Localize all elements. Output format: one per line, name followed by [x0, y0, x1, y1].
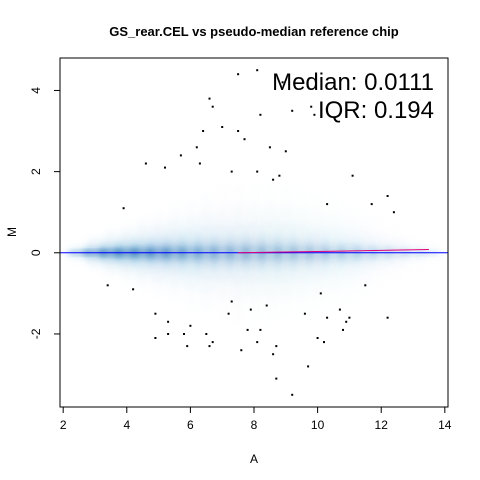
outlier-point [386, 316, 389, 319]
outlier-point [338, 308, 341, 311]
outlier-point [246, 328, 249, 331]
outlier-point [179, 154, 182, 157]
outlier-point [230, 170, 233, 173]
iqr-annotation: IQR: 0.194 [318, 97, 434, 124]
outlier-point [281, 81, 284, 84]
outlier-point [106, 284, 109, 287]
x-tick-label: 10 [311, 418, 325, 432]
y-tick-label: 4 [29, 87, 43, 94]
outlier-point [167, 320, 170, 323]
y-axis: -2 0 2 4 [29, 87, 61, 339]
outlier-point [256, 69, 259, 72]
outlier-point [230, 300, 233, 303]
outlier-point [275, 345, 278, 348]
outlier-point [326, 203, 329, 206]
outlier-point [275, 377, 278, 380]
outlier-point [313, 113, 316, 116]
outlier-point [323, 341, 325, 344]
outlier-point [154, 312, 157, 315]
outlier-point [319, 292, 322, 295]
outlier-point [272, 178, 275, 181]
x-axis: 2 4 6 8 10 12 14 [60, 406, 452, 432]
x-axis-label: A [250, 452, 258, 466]
y-axis-label: M [5, 227, 19, 237]
outlier-point [265, 304, 268, 307]
outlier-point [122, 207, 125, 210]
outlier-point [284, 150, 287, 153]
outlier-point [132, 288, 135, 291]
x-tick-label: 12 [375, 418, 389, 432]
outlier-point [310, 105, 313, 108]
outlier-point [256, 341, 259, 344]
outlier-point [256, 170, 259, 173]
outlier-point [208, 345, 211, 348]
outlier-point [189, 324, 192, 327]
chart-title: GS_rear.CEL vs pseudo-median reference c… [109, 24, 399, 39]
loess-curve [238, 249, 429, 254]
median-annotation: Median: 0.0111 [272, 69, 434, 96]
outlier-point [186, 345, 189, 348]
outlier-point [307, 365, 310, 368]
outlier-point [237, 130, 240, 132]
outlier-point [243, 138, 246, 141]
outlier-point [154, 337, 157, 339]
outlier-point [348, 316, 351, 319]
outlier-point [202, 130, 205, 132]
outlier-point [259, 113, 262, 116]
outlier-point [259, 328, 262, 331]
y-tick-label: 2 [29, 168, 43, 175]
outlier-point [316, 337, 319, 339]
outlier-point [211, 341, 214, 344]
outlier-point [237, 73, 240, 76]
outlier-point [386, 195, 389, 197]
x-tick-label: 2 [60, 418, 67, 432]
outlier-point [351, 174, 354, 177]
outlier-point [303, 312, 306, 315]
y-tick-label: 0 [29, 249, 43, 256]
outlier-point [370, 203, 373, 206]
outlier-point [144, 162, 147, 165]
y-tick-label: -2 [29, 328, 43, 339]
outlier-point [167, 333, 170, 335]
outlier-point [195, 146, 198, 149]
outlier-point [364, 284, 367, 287]
outlier-point [205, 333, 208, 335]
outlier-point [227, 312, 230, 315]
x-tick-label: 14 [438, 418, 452, 432]
outlier-point [326, 316, 329, 319]
outlier-point [249, 308, 252, 311]
outlier-point [183, 333, 185, 335]
outlier-point [272, 353, 275, 356]
outlier-point [278, 174, 281, 177]
outlier-point [342, 328, 344, 331]
outlier-point [164, 166, 166, 169]
outlier-point [240, 349, 243, 352]
outlier-points [106, 69, 395, 396]
outlier-point [211, 105, 214, 108]
outlier-point [198, 162, 201, 165]
x-tick-label: 6 [187, 418, 194, 432]
outlier-point [392, 211, 395, 214]
outlier-point [208, 97, 211, 100]
x-tick-label: 4 [123, 418, 130, 432]
outlier-point [345, 320, 348, 323]
outlier-point [291, 393, 294, 396]
outlier-point [221, 126, 224, 128]
outlier-point [268, 146, 271, 149]
outlier-point [291, 109, 294, 112]
x-tick-label: 8 [251, 418, 258, 432]
